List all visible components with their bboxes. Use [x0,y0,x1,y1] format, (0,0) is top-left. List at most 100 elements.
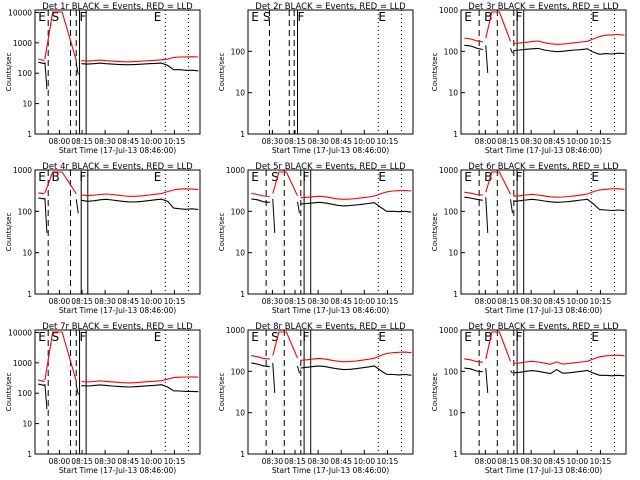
marker-label: E [38,170,46,184]
marker-label: F [80,10,87,24]
panel-4: Det 4r BLACK = Events, RED = LLD 1 10 100 10… [5,162,201,315]
y-tick-label: 1000 [13,359,32,368]
y-tick-label: 1000 [13,166,32,175]
x-tick-label: 10:15 [164,457,186,466]
lld-series-line [38,192,45,195]
marker-label: F [302,330,309,344]
events-dip-line [272,362,276,393]
x-tick-label: 08:30 [520,457,542,466]
plot-frame [34,169,201,295]
x-tick-label: 10:15 [377,297,399,306]
x-axis-label: Start Time (17-Jul-13 08:46:00) [272,306,389,315]
x-tick-label: 08:15 [284,457,306,466]
x-tick-label: 08:00 [49,297,71,306]
x-tick-label: 08:00 [49,137,71,146]
plot-frame [460,9,627,135]
lld-series-line [81,56,199,63]
lld-burst-line [44,11,77,61]
events-dip-line [75,199,79,214]
x-tick-label: 10:00 [354,457,376,466]
marker-label: B [484,170,492,184]
marker-label: S [263,10,271,24]
x-tick-label: 08:00 [475,297,497,306]
events-series-line [513,368,625,377]
lld-series-line [300,351,412,363]
events-dip-line [44,197,48,233]
events-series-line [38,61,45,65]
x-axis-label: Start Time (17-Jul-13 08:46:00) [272,146,389,155]
x-tick-label: 08:15 [284,137,306,146]
x-tick-label: 08:15 [284,297,306,306]
events-series-line [81,384,199,393]
events-dip-line [485,368,489,393]
marker-label: E [591,330,599,344]
y-tick-label: 1 [453,290,458,299]
x-tick-label: 08:30 [94,137,116,146]
panel-6: Det 6r BLACK = Events, RED = LLD 1 10 100 10… [431,162,627,315]
lld-burst-line [485,11,512,42]
x-tick-label: 08:45 [117,137,139,146]
y-tick-label: 10 [448,89,458,98]
plot-frame [460,329,627,455]
marker-label: E [154,170,162,184]
lld-series-line [464,191,483,196]
y-tick-label: 1000 [226,326,245,335]
y-tick-label: 1 [453,450,458,459]
lld-series-line [464,358,483,363]
x-tick-label: 10:00 [141,457,163,466]
x-tick-label: 08:15 [497,297,519,306]
lld-series-line [81,376,199,384]
marker-label: B [484,10,492,24]
events-series-line [81,62,199,72]
marker-label: F [515,170,522,184]
y-axis-label: Counts/sec [5,373,13,412]
y-axis-label: Counts/sec [431,53,439,92]
y-axis-label: Counts/sec [218,53,226,92]
x-tick-label: 10:15 [164,297,186,306]
panel-title: Det 5r BLACK = Events, RED = LLD [255,162,406,172]
lld-burst-line [272,171,298,197]
lld-series-line [251,192,270,198]
marker-label: E [378,170,386,184]
events-dip-line [44,62,48,90]
panel-title: Det 6r BLACK = Events, RED = LLD [468,162,619,172]
x-axis-label: Start Time (17-Jul-13 08:46:00) [272,466,389,475]
plot-frame [34,9,201,135]
y-axis-label: Counts/sec [218,213,226,252]
events-dip-line [510,370,513,374]
events-series-line [38,383,45,386]
x-tick-label: 10:15 [377,137,399,146]
lld-series-line [251,355,270,360]
lld-series-line [464,37,483,43]
lld-series-line [81,188,199,197]
marker-label: S [52,10,60,24]
y-tick-label: 100 [444,207,459,216]
y-tick-label: 1 [453,130,458,139]
marker-label: F [80,330,87,344]
panel-2: Det 2r BLACK = Events, RED = LLD 1 10 100 Co… [218,2,414,155]
x-tick-label: 08:30 [262,297,284,306]
y-tick-label: 1 [240,290,245,299]
x-tick-label: 08:30 [94,297,116,306]
marker-label: E [591,10,599,24]
x-tick-label: 08:45 [543,137,565,146]
x-tick-label: 10:00 [567,297,589,306]
x-tick-label: 08:45 [330,297,352,306]
y-tick-label: 1 [27,130,32,139]
x-axis-label: Start Time (17-Jul-13 08:46:00) [485,466,602,475]
events-series-line [513,47,625,55]
events-series-line [513,198,625,212]
lld-series-line [38,379,45,382]
x-tick-label: 08:15 [71,457,93,466]
events-dip-line [510,48,513,54]
y-axis-label: Counts/sec [218,373,226,412]
x-tick-label: 08:30 [520,297,542,306]
y-tick-label: 1000 [439,166,458,175]
x-tick-label: 08:30 [94,457,116,466]
x-axis-label: Start Time (17-Jul-13 08:46:00) [485,146,602,155]
y-tick-label: 1000 [439,326,458,335]
panel-title: Det 1r BLACK = Events, RED = LLD [42,2,193,12]
events-dip-line [297,365,300,374]
x-tick-label: 08:30 [307,297,329,306]
x-tick-label: 08:00 [49,457,71,466]
